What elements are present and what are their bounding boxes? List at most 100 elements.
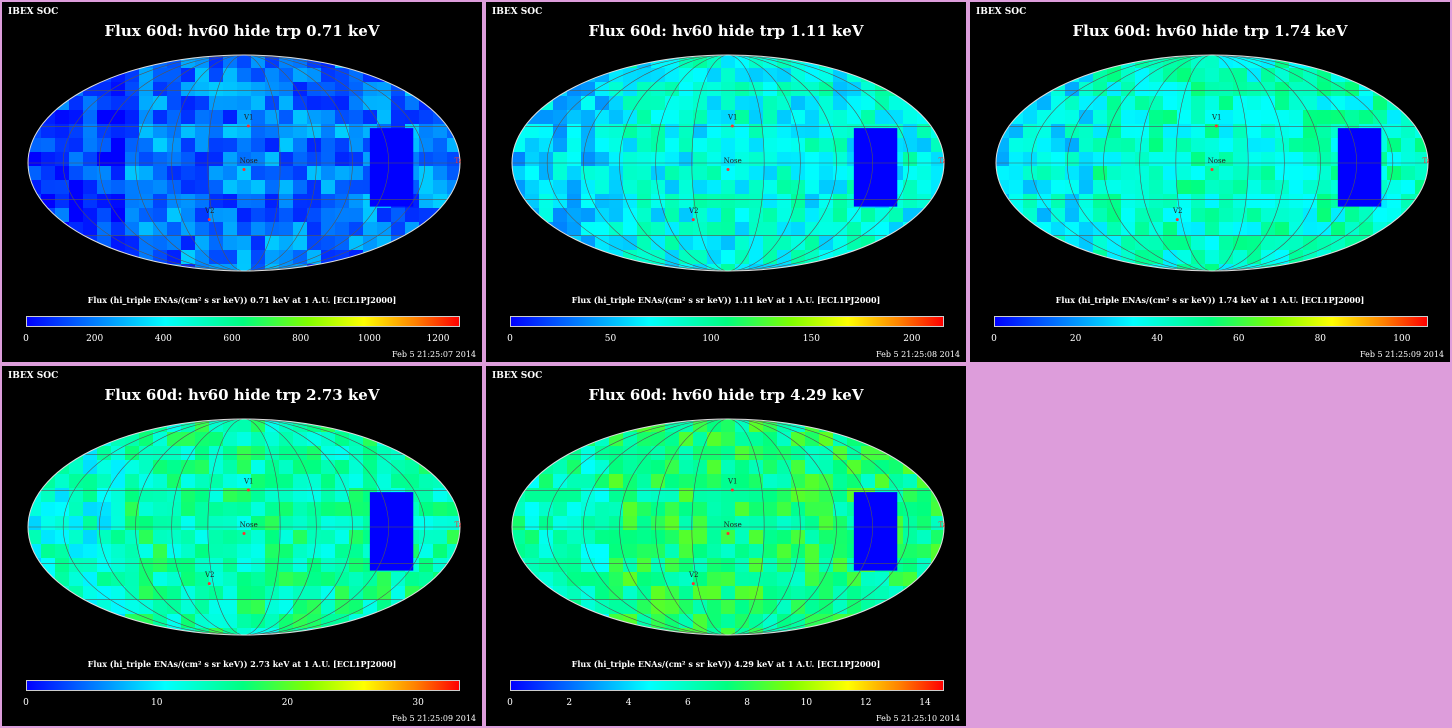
map-pixel xyxy=(69,236,84,251)
map-pixel xyxy=(321,138,336,153)
map-pixel xyxy=(595,516,610,531)
map-pixel xyxy=(805,166,820,181)
map-pixel xyxy=(1163,264,1178,271)
map-pixel xyxy=(125,446,140,461)
map-pixel xyxy=(321,586,336,601)
map-pixel xyxy=(28,194,42,209)
map-pixel xyxy=(1009,152,1024,167)
map-pixel xyxy=(931,614,944,629)
map-pixel xyxy=(433,96,448,111)
map-pixel xyxy=(139,558,154,573)
map-pixel xyxy=(153,516,168,531)
map-pixel xyxy=(819,124,834,139)
map-pixel xyxy=(1051,180,1066,195)
map-pixel xyxy=(69,138,84,153)
map-pixel xyxy=(875,614,890,629)
map-pixel xyxy=(1387,96,1402,111)
map-pixel xyxy=(153,138,168,153)
map-pixel xyxy=(847,474,862,489)
map-pixel xyxy=(805,586,820,601)
map-pixel xyxy=(917,516,932,531)
map-pixel xyxy=(819,152,834,167)
map-pixel xyxy=(405,236,420,251)
map-pixel xyxy=(623,488,638,503)
map-pixel xyxy=(41,419,56,433)
map-pixel xyxy=(279,96,294,111)
map-pixel xyxy=(1121,82,1136,97)
map-pixel xyxy=(1387,180,1402,195)
map-pixel xyxy=(1121,250,1136,265)
map-pixel xyxy=(833,208,848,223)
map-pixel xyxy=(139,488,154,503)
map-pixel xyxy=(1275,68,1290,83)
map-pixel xyxy=(651,68,666,83)
map-pixel xyxy=(889,600,904,615)
map-pixel xyxy=(279,180,294,195)
map-pixel xyxy=(1149,124,1164,139)
map-pixel xyxy=(875,419,890,433)
map-pixel xyxy=(1205,96,1220,111)
map-pixel xyxy=(69,110,84,125)
map-pixel xyxy=(209,250,224,265)
map-pixel xyxy=(1247,264,1262,271)
map-pixel xyxy=(1065,194,1080,209)
map-pixel xyxy=(1289,180,1304,195)
map-pixel xyxy=(181,516,196,531)
map-pixel xyxy=(735,82,750,97)
map-pixel xyxy=(391,419,406,433)
map-pixel xyxy=(707,250,722,265)
map-pixel xyxy=(931,419,944,433)
map-pixel xyxy=(707,208,722,223)
map-pixel xyxy=(735,124,750,139)
map-pixel xyxy=(377,110,392,125)
map-pixel xyxy=(377,250,392,265)
map-pixel xyxy=(1051,250,1066,265)
map-pixel xyxy=(679,460,694,475)
map-pixel xyxy=(293,572,308,587)
map-pixel xyxy=(83,530,98,545)
map-pixel xyxy=(55,586,70,601)
map-pixel xyxy=(111,488,126,503)
map-pixel xyxy=(111,460,126,475)
map-pixel xyxy=(167,474,182,489)
map-pixel xyxy=(125,124,140,139)
map-pixel xyxy=(917,236,932,251)
map-pixel xyxy=(307,488,322,503)
map-pixel xyxy=(679,600,694,615)
map-pixel xyxy=(1149,194,1164,209)
map-pixel xyxy=(447,166,460,181)
map-pixel xyxy=(181,432,196,447)
map-pixel xyxy=(69,96,84,111)
map-pixel xyxy=(97,572,112,587)
map-pixel xyxy=(847,572,862,587)
map-pixel xyxy=(623,558,638,573)
map-pixel xyxy=(307,222,322,237)
map-pixel xyxy=(1009,96,1024,111)
map-pixel xyxy=(553,502,568,517)
map-pixel xyxy=(279,110,294,125)
map-pixel xyxy=(251,446,266,461)
map-pixel xyxy=(623,222,638,237)
map-pixel xyxy=(181,236,196,251)
map-pixel xyxy=(223,138,238,153)
map-pixel xyxy=(139,432,154,447)
map-pixel xyxy=(512,586,526,601)
map-pixel xyxy=(349,152,364,167)
map-pixel xyxy=(903,474,918,489)
map-pixel xyxy=(1331,110,1346,125)
map-pixel xyxy=(139,460,154,475)
map-pixel xyxy=(581,502,596,517)
map-pixel xyxy=(237,82,252,97)
map-pixel xyxy=(447,222,460,237)
map-pixel xyxy=(167,208,182,223)
map-pixel xyxy=(735,194,750,209)
map-pixel xyxy=(833,502,848,517)
map-pixel xyxy=(931,264,944,271)
map-pixel xyxy=(321,419,336,433)
map-pixel xyxy=(805,110,820,125)
map-pixel xyxy=(609,152,624,167)
map-pixel xyxy=(777,544,792,559)
map-pixel xyxy=(833,600,848,615)
map-pixel xyxy=(1303,166,1318,181)
map-pixel xyxy=(349,460,364,475)
